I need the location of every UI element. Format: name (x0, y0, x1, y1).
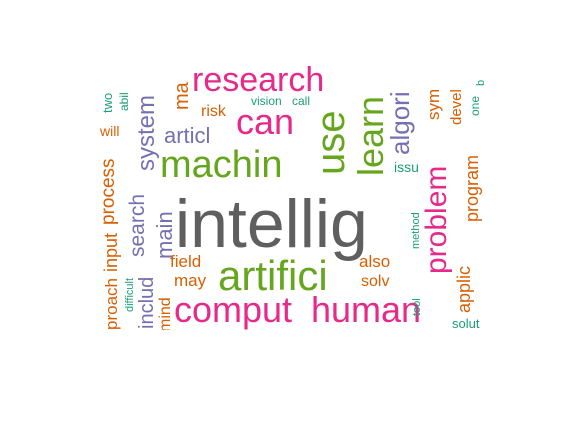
word-solut: solut (452, 316, 480, 331)
word-devel: devel (448, 89, 465, 125)
word-search: search (126, 194, 149, 257)
word-b: b (475, 80, 487, 86)
word-learn: learn (350, 96, 391, 176)
word-includ: includ (136, 277, 158, 329)
word-main: main (152, 211, 177, 259)
word-method: method (410, 212, 422, 249)
word-comput: comput (174, 289, 292, 330)
word-sym: sym (424, 89, 443, 120)
word-process: process (98, 158, 119, 225)
word-articl: articl (164, 123, 210, 148)
word-one: one (468, 96, 482, 116)
word-problem: problem (420, 166, 453, 274)
word-may: may (174, 271, 207, 290)
word-call: call (292, 94, 310, 108)
word-solv: solv (361, 273, 389, 290)
word-can: can (236, 101, 294, 142)
word-use: use (309, 111, 353, 176)
word-will: will (99, 123, 119, 139)
word-difficult: difficult (124, 278, 136, 312)
word-machin: machin (160, 144, 283, 186)
word-also: also (359, 252, 390, 271)
word-vision: vision (251, 94, 282, 108)
word-human: human (311, 289, 421, 330)
word-artifici: artifici (218, 252, 328, 299)
word-intellig: intellig (175, 186, 368, 262)
word-ma: ma (171, 81, 193, 110)
word-input: input (101, 233, 121, 272)
word-proach: proach (102, 278, 121, 330)
word-mind: mind (157, 297, 174, 332)
word-program: program (462, 155, 482, 222)
word-applic: applic (454, 266, 474, 313)
word-abil: abil (117, 92, 131, 111)
word-field: field (170, 252, 201, 271)
word-two: two (100, 93, 115, 113)
word-algori: algori (385, 91, 415, 155)
word-research: research (192, 61, 324, 99)
word-system: system (133, 95, 160, 171)
word-risk: risk (201, 103, 227, 120)
word-issu: issu (394, 159, 419, 175)
word-tool: tool (411, 298, 423, 316)
